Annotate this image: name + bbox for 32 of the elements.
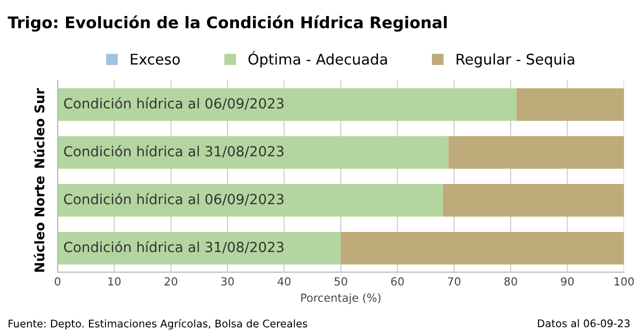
y-tick-label: Condición hídrica al 31/08/2023 bbox=[64, 145, 284, 158]
x-tick-label: 80 bbox=[504, 277, 518, 286]
bar bbox=[442, 184, 624, 217]
x-tick-label: 50 bbox=[334, 277, 348, 286]
bar bbox=[516, 88, 624, 121]
bar bbox=[58, 184, 443, 217]
bar bbox=[340, 232, 624, 264]
y-tick-label: Condición hídrica al 31/08/2023 bbox=[64, 240, 284, 254]
source-note: Fuente: Depto. Estimaciones Agrícolas, Bolsa de Cereales bbox=[8, 318, 308, 330]
x-tick-label: 30 bbox=[221, 277, 234, 286]
x-tick-label: 70 bbox=[448, 277, 460, 286]
legend-label: Exceso bbox=[130, 54, 180, 65]
x-tick-label: 90 bbox=[560, 277, 574, 286]
bar bbox=[448, 136, 624, 169]
bar bbox=[58, 232, 341, 264]
bar bbox=[58, 88, 516, 121]
text: Núcleo Sur bbox=[34, 88, 44, 168]
x-axis-title: Porcentaje (%) bbox=[301, 293, 380, 304]
legend-label: Óptima - Adecuada bbox=[248, 50, 387, 68]
x-tick-label: 100 bbox=[614, 277, 634, 286]
chart-title: Trigo: Evolución de la Condición Hídrica Regional bbox=[8, 15, 447, 32]
y-tick-label: Condición hídrica al 06/09/2023 bbox=[64, 193, 284, 206]
x-tick-label: 10 bbox=[108, 277, 121, 286]
x-tick-label: 0 bbox=[54, 277, 60, 286]
x-tick-label: 40 bbox=[278, 277, 290, 286]
legend-label: Regular - Sequia bbox=[456, 53, 574, 68]
bar bbox=[58, 136, 448, 169]
text: Datos al 06-09-23 bbox=[538, 319, 630, 328]
x-tick-label: 20 bbox=[164, 277, 178, 286]
text: Núcleo Norte bbox=[34, 176, 44, 272]
x-tick-label: 60 bbox=[391, 277, 404, 286]
y-tick-label: Condición hídrica al 06/09/2023 bbox=[64, 97, 284, 110]
